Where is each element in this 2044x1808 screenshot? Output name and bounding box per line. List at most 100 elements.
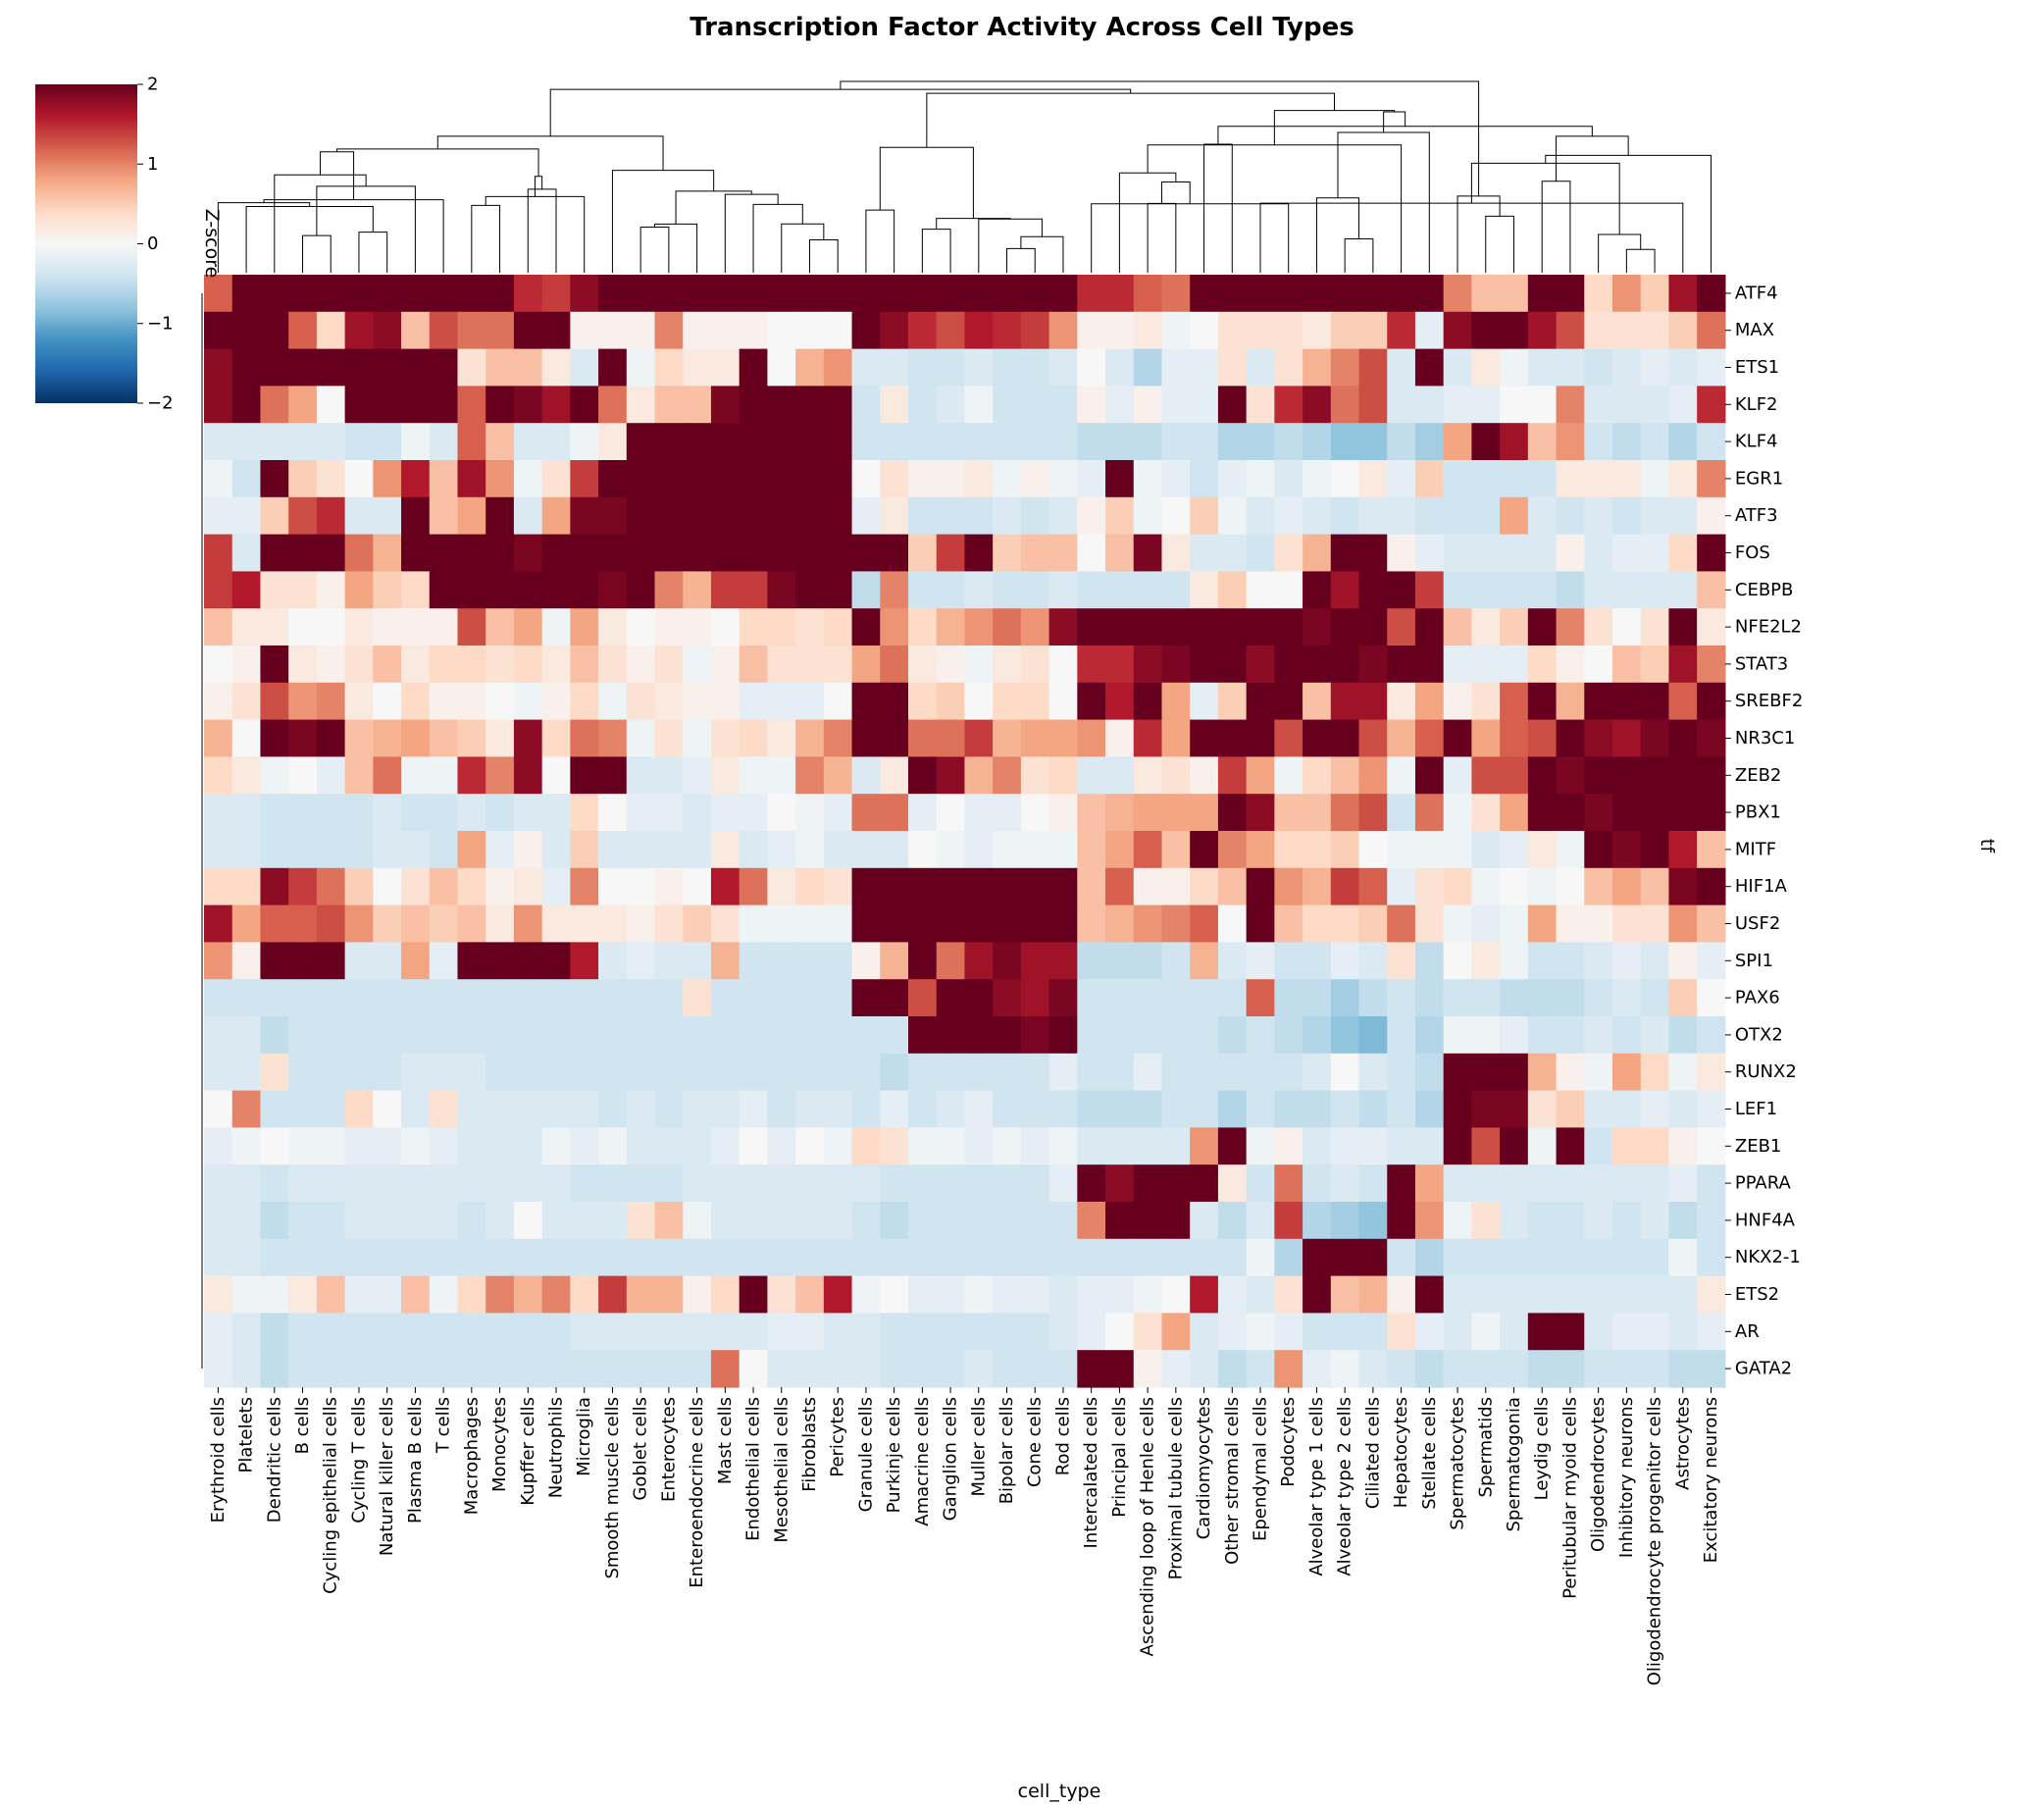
heatmap-cell: [1556, 682, 1585, 721]
heatmap-cell: [1387, 460, 1416, 498]
heatmap-cell: [231, 275, 262, 313]
heatmap-cell: [823, 682, 853, 721]
heatmap-cell: [1246, 275, 1275, 313]
heatmap-cell: [1697, 534, 1726, 572]
heatmap-cell: [288, 1202, 318, 1240]
heatmap-cell: [288, 608, 318, 646]
heatmap-cell: [964, 942, 994, 980]
heatmap-cell: [485, 756, 515, 795]
heatmap-cell: [401, 904, 431, 943]
heatmap-cell: [570, 1238, 599, 1277]
heatmap-cell: [1668, 756, 1698, 795]
heatmap-cell: [1020, 719, 1050, 757]
heatmap-cell: [570, 460, 599, 498]
heatmap-cell: [1471, 608, 1501, 646]
heatmap-cell: [485, 496, 515, 536]
heatmap-cell: [795, 1090, 825, 1128]
heatmap-cell: [485, 275, 515, 313]
heatmap-cell: [1161, 682, 1191, 721]
heatmap-cell: [1020, 571, 1050, 609]
heatmap-cell: [880, 1238, 909, 1277]
heatmap-cell: [739, 1164, 768, 1203]
heatmap-cell: [851, 1016, 881, 1055]
heatmap-cell: [654, 275, 684, 313]
heatmap-cell: [570, 831, 599, 869]
heatmap-cell: [710, 942, 741, 980]
heatmap-cell: [964, 1016, 994, 1055]
heatmap-cell: [1471, 979, 1501, 1017]
heatmap-cell: [373, 867, 402, 906]
heatmap-cell: [936, 719, 966, 757]
heatmap-cell: [1443, 904, 1472, 943]
colorbar-tick-label: −2: [147, 393, 174, 414]
heatmap-cell: [654, 1313, 684, 1351]
heatmap-cell: [485, 682, 515, 721]
heatmap-cell: [851, 719, 881, 757]
heatmap-cell: [1020, 1053, 1050, 1092]
heatmap-cell: [1668, 1090, 1698, 1128]
heatmap-cell: [1190, 1090, 1219, 1128]
heatmap-cell: [485, 1053, 515, 1092]
heatmap-cell: [1048, 571, 1078, 609]
heatmap-cell: [1414, 1127, 1445, 1165]
heatmap-cell: [1161, 1090, 1191, 1128]
heatmap-cell: [1105, 275, 1135, 313]
heatmap-cell: [1048, 1016, 1078, 1055]
heatmap-cell: [1471, 1313, 1501, 1351]
y-tick-label: ETS1: [1735, 357, 1779, 378]
heatmap-cell: [204, 756, 233, 795]
heatmap-cell: [1274, 979, 1303, 1017]
heatmap-cell: [513, 719, 543, 757]
heatmap-cell: [880, 867, 909, 906]
heatmap-cell: [795, 386, 825, 424]
heatmap-cell: [1303, 571, 1332, 609]
heatmap-cell: [1414, 1016, 1445, 1055]
heatmap-cell: [1443, 1275, 1472, 1314]
heatmap-cell: [1443, 1090, 1472, 1128]
heatmap-cell: [908, 1053, 938, 1092]
heatmap-cell: [1020, 460, 1050, 498]
y-tick-labels: ATF4MAXETS1KLF2KLF4EGR1ATF3FOSCEBPBNFE2L…: [1724, 283, 1803, 1379]
heatmap-cell: [288, 756, 318, 795]
heatmap-cell: [344, 534, 374, 572]
heatmap-cell: [373, 1127, 402, 1165]
heatmap-cell: [204, 1275, 233, 1314]
heatmap-cell: [429, 867, 459, 906]
heatmap-cell: [204, 867, 233, 906]
heatmap-cell: [1556, 1238, 1585, 1277]
heatmap-cell: [1048, 1053, 1078, 1092]
heatmap-cell: [710, 1127, 741, 1165]
heatmap-cell: [485, 1275, 515, 1314]
heatmap-cell: [1527, 942, 1558, 980]
heatmap-cell: [1020, 311, 1050, 350]
heatmap-cell: [683, 682, 712, 721]
heatmap-cell: [1217, 1127, 1248, 1165]
heatmap-cell: [1387, 571, 1416, 609]
heatmap-cell: [1414, 275, 1445, 313]
heatmap-cell: [626, 756, 656, 795]
heatmap-cell: [1048, 275, 1078, 313]
heatmap-cell: [739, 348, 768, 387]
heatmap-cell: [1358, 1202, 1388, 1240]
heatmap-cell: [1640, 646, 1670, 684]
heatmap-cell: [1217, 979, 1248, 1017]
heatmap-cell: [936, 496, 966, 536]
heatmap-cell: [1105, 1090, 1135, 1128]
heatmap-cell: [1217, 867, 1248, 906]
heatmap-cell: [1697, 608, 1726, 646]
heatmap-cell: [767, 1164, 796, 1203]
dendrogram-link: [675, 190, 752, 225]
heatmap-cell: [541, 571, 571, 609]
x-tick-label: Kupffer cells: [518, 1397, 538, 1506]
heatmap-cell: [1527, 719, 1558, 757]
heatmap-cell: [429, 423, 459, 461]
dendrogram-link: [549, 88, 1132, 136]
y-tick-label: HNF4A: [1735, 1210, 1796, 1230]
heatmap-cell: [1303, 423, 1332, 461]
heatmap-cell: [739, 831, 768, 869]
x-tick-label: Ascending loop of Henle cells: [1138, 1397, 1158, 1656]
heatmap-cell: [710, 311, 741, 350]
heatmap-cell: [288, 348, 318, 387]
heatmap-cell: [823, 460, 853, 498]
heatmap-cell: [1443, 571, 1472, 609]
